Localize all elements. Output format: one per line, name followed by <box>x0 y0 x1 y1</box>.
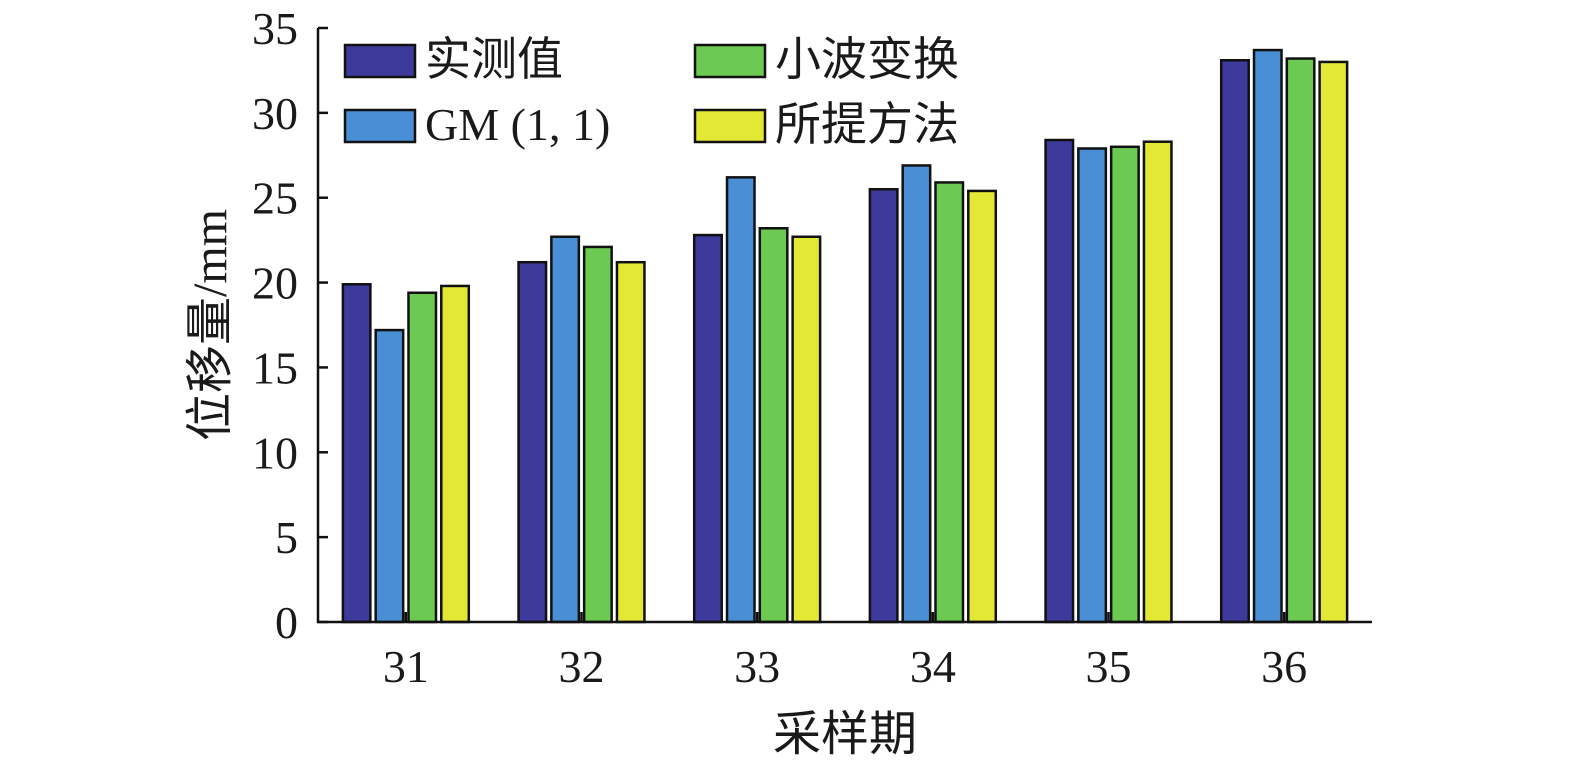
x-tick-label: 33 <box>734 641 780 692</box>
legend-label-3: 小波变换 <box>775 34 959 85</box>
x-tick-label: 31 <box>383 641 429 692</box>
y-tick-label: 25 <box>252 173 298 224</box>
bar-32-series-2 <box>550 235 581 624</box>
bar-36-series-2 <box>1252 48 1283 624</box>
x-tick-label: 36 <box>1261 641 1307 692</box>
bar-35-series-4 <box>1142 140 1173 624</box>
bar-35-series-3 <box>1109 145 1140 624</box>
bar-32-series-1 <box>517 260 548 624</box>
legend-swatch-2 <box>343 108 417 144</box>
bar-31-series-2 <box>374 328 405 624</box>
y-axis-label: 位移量/mm <box>184 209 237 441</box>
legend-swatch-3 <box>693 43 767 79</box>
bar-31-series-1 <box>341 283 372 624</box>
y-ticks: 0 5 10 15 20 25 30 35 <box>252 3 328 648</box>
legend-swatch-1 <box>343 43 417 79</box>
bar-36-series-1 <box>1219 58 1250 624</box>
y-tick-label: 20 <box>252 258 298 309</box>
bar-33-series-2 <box>725 176 756 624</box>
y-tick-label: 0 <box>275 597 298 648</box>
bar-33-series-4 <box>791 235 822 624</box>
bar-32-series-3 <box>582 245 613 624</box>
legend-swatch-4 <box>693 108 767 144</box>
legend-label-4: 所提方法 <box>775 99 959 150</box>
bar-34-series-1 <box>868 187 899 624</box>
x-tick-label: 32 <box>559 641 605 692</box>
x-ticks: 31 32 33 34 35 36 <box>383 612 1307 692</box>
y-tick-label: 10 <box>252 427 298 478</box>
x-tick-label: 35 <box>1086 641 1132 692</box>
bar-36-series-4 <box>1318 60 1349 624</box>
bars-layer <box>341 48 1349 624</box>
x-axis-label: 采样期 <box>773 708 917 761</box>
bar-32-series-4 <box>615 260 646 624</box>
bar-34-series-2 <box>901 164 932 624</box>
y-tick-label: 30 <box>252 88 298 139</box>
bar-31-series-4 <box>440 284 471 624</box>
y-tick-label: 35 <box>252 3 298 54</box>
y-tick-label: 15 <box>252 342 298 393</box>
bar-35-series-1 <box>1044 138 1075 624</box>
bar-34-series-3 <box>934 181 965 624</box>
bar-33-series-1 <box>692 233 723 624</box>
bar-35-series-2 <box>1077 147 1108 624</box>
legend-label-2: GM (1, 1) <box>425 99 610 150</box>
x-tick-label: 34 <box>910 641 956 692</box>
legend-label-1: 实测值 <box>425 34 563 85</box>
bar-34-series-4 <box>967 189 998 624</box>
y-tick-label: 5 <box>275 512 298 563</box>
bar-36-series-3 <box>1285 57 1316 624</box>
bar-31-series-3 <box>407 291 438 624</box>
bar-33-series-3 <box>758 227 789 624</box>
